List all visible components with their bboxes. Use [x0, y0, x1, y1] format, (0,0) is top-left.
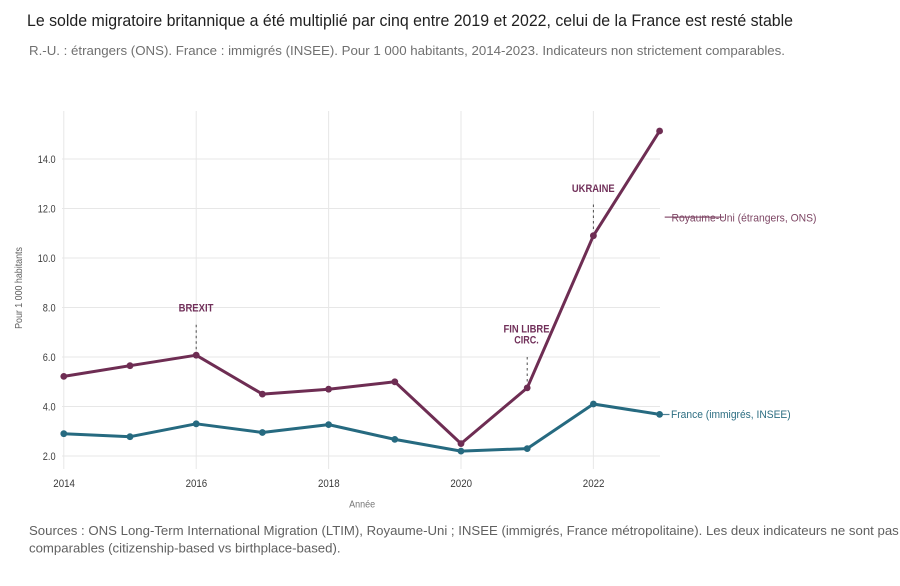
svg-text:CIRC.: CIRC. — [514, 335, 539, 347]
svg-text:8.0: 8.0 — [43, 303, 56, 315]
svg-text:2020: 2020 — [450, 478, 472, 490]
svg-text:2018: 2018 — [318, 478, 340, 490]
svg-text:6.0: 6.0 — [43, 352, 56, 364]
svg-text:Pour 1 000 habitants: Pour 1 000 habitants — [14, 247, 25, 329]
svg-text:Le solde migratoire britanniqu: Le solde migratoire britannique a été mu… — [27, 11, 793, 30]
svg-text:12.0: 12.0 — [38, 204, 56, 216]
svg-text:Royaume-Uni (étrangers, ONS): Royaume-Uni (étrangers, ONS) — [672, 212, 817, 224]
svg-text:10.0: 10.0 — [38, 253, 56, 265]
svg-text:BREXIT: BREXIT — [179, 302, 214, 314]
svg-text:France (immigrés, INSEE): France (immigrés, INSEE) — [671, 409, 791, 421]
svg-text:Sources : ONS Long-Term Intern: Sources : ONS Long-Term International Mi… — [29, 523, 899, 538]
svg-text:comparables (citizenship-based: comparables (citizenship-based vs birthp… — [29, 540, 341, 555]
svg-text:14.0: 14.0 — [38, 154, 56, 166]
svg-text:2.0: 2.0 — [43, 451, 56, 463]
svg-text:4.0: 4.0 — [43, 402, 56, 414]
svg-text:2016: 2016 — [186, 478, 208, 490]
svg-text:2022: 2022 — [583, 478, 605, 490]
svg-text:UKRAINE: UKRAINE — [572, 183, 615, 195]
svg-text:2014: 2014 — [53, 478, 75, 490]
svg-text:R.-U. : étrangers (ONS). Franc: R.-U. : étrangers (ONS). France : immigr… — [29, 43, 785, 58]
svg-text:Année: Année — [349, 500, 375, 511]
svg-text:FIN LIBRE: FIN LIBRE — [504, 324, 550, 336]
